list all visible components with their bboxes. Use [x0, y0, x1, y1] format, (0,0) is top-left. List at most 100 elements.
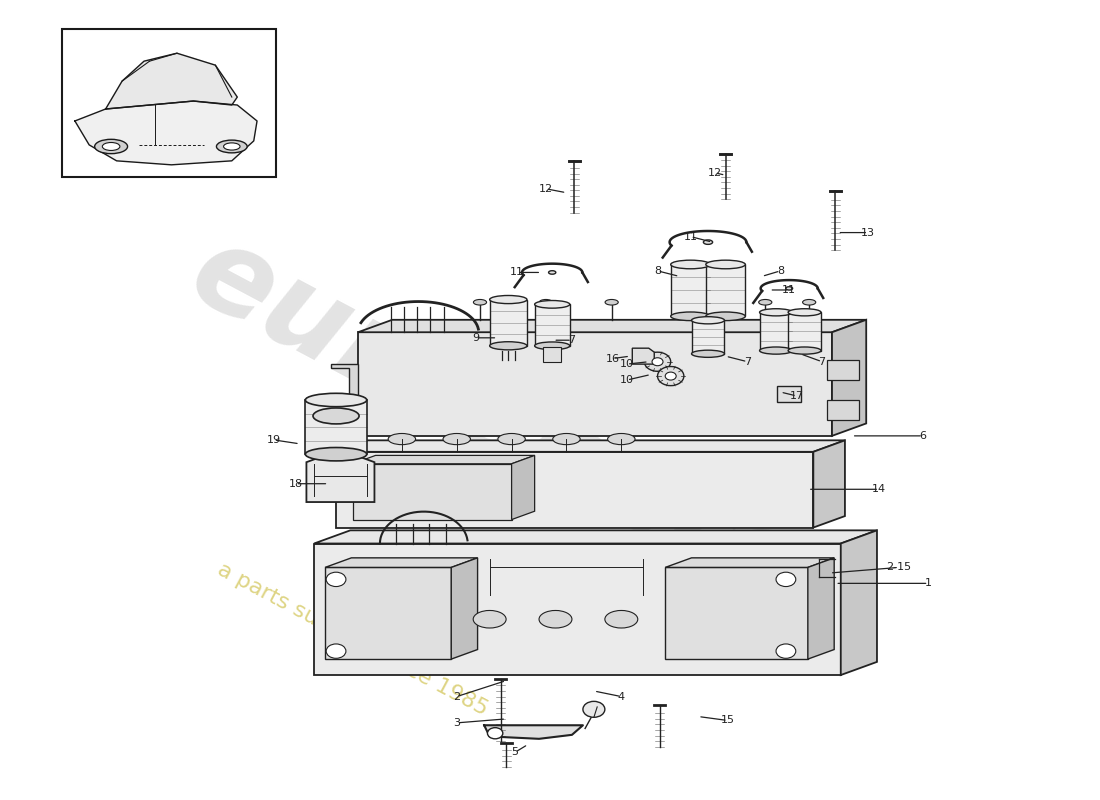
Ellipse shape [314, 408, 359, 424]
Polygon shape [326, 558, 477, 567]
Text: 9: 9 [472, 333, 478, 343]
Bar [826, 400, 859, 420]
Polygon shape [106, 54, 238, 109]
Ellipse shape [306, 394, 366, 406]
Ellipse shape [788, 347, 821, 354]
Ellipse shape [95, 139, 128, 154]
Ellipse shape [535, 342, 570, 350]
Polygon shape [75, 101, 257, 165]
Text: 14: 14 [872, 484, 887, 494]
Ellipse shape [788, 309, 821, 316]
Polygon shape [315, 543, 840, 675]
Ellipse shape [539, 299, 552, 305]
Ellipse shape [473, 610, 506, 628]
Text: 3: 3 [453, 718, 460, 728]
Circle shape [583, 702, 605, 718]
Ellipse shape [760, 309, 792, 316]
Polygon shape [666, 558, 834, 567]
Text: 6: 6 [920, 431, 926, 441]
Ellipse shape [535, 301, 570, 308]
Ellipse shape [552, 434, 580, 445]
Bar [535, 304, 570, 346]
Ellipse shape [760, 347, 792, 354]
Ellipse shape [692, 350, 725, 358]
Text: 2-15: 2-15 [887, 562, 912, 573]
Circle shape [776, 644, 795, 658]
Circle shape [645, 352, 671, 371]
Ellipse shape [785, 286, 793, 290]
Text: 17: 17 [790, 391, 804, 401]
Polygon shape [358, 332, 832, 436]
Text: 11: 11 [510, 267, 524, 278]
Text: 7: 7 [744, 357, 751, 366]
Text: 13: 13 [861, 227, 876, 238]
Circle shape [776, 572, 795, 586]
Text: 4: 4 [618, 691, 625, 702]
Circle shape [327, 644, 345, 658]
Ellipse shape [549, 270, 556, 274]
Text: 10: 10 [619, 359, 634, 369]
Polygon shape [840, 530, 877, 675]
Ellipse shape [473, 299, 486, 305]
Polygon shape [358, 320, 866, 332]
Ellipse shape [706, 312, 746, 321]
Bar [62, 30, 276, 177]
Text: 12: 12 [539, 184, 552, 194]
Polygon shape [336, 440, 845, 452]
Text: 2: 2 [453, 691, 460, 702]
Ellipse shape [605, 610, 638, 628]
Ellipse shape [693, 299, 706, 305]
Bar [777, 386, 801, 402]
Polygon shape [326, 567, 451, 659]
Text: a parts supplier since 1985: a parts supplier since 1985 [213, 559, 491, 719]
Bar [826, 360, 859, 380]
Ellipse shape [803, 299, 816, 305]
Text: 18: 18 [288, 478, 302, 489]
Bar [706, 265, 746, 316]
Bar [671, 265, 711, 316]
Polygon shape [352, 464, 512, 519]
Ellipse shape [306, 447, 366, 461]
Polygon shape [307, 454, 374, 502]
Ellipse shape [388, 434, 416, 445]
Ellipse shape [706, 260, 746, 269]
Circle shape [487, 728, 503, 739]
Ellipse shape [223, 143, 240, 150]
Bar [760, 312, 792, 350]
Text: 11: 11 [683, 231, 697, 242]
Ellipse shape [490, 295, 527, 304]
Text: 1: 1 [925, 578, 932, 588]
Text: 7: 7 [569, 335, 575, 346]
Text: eurospares: eurospares [172, 214, 884, 666]
Text: 5: 5 [512, 747, 518, 758]
Ellipse shape [498, 434, 526, 445]
Polygon shape [807, 558, 834, 659]
Text: 12: 12 [707, 168, 722, 178]
Polygon shape [451, 558, 477, 659]
Text: 8: 8 [654, 266, 661, 276]
Text: 11: 11 [782, 285, 796, 295]
Ellipse shape [671, 312, 711, 321]
Text: 16: 16 [605, 354, 619, 363]
Polygon shape [666, 567, 807, 659]
Bar [490, 299, 527, 346]
Text: 19: 19 [266, 435, 280, 445]
Bar [543, 347, 561, 362]
Ellipse shape [607, 434, 635, 445]
Bar [692, 320, 725, 354]
Ellipse shape [490, 342, 527, 350]
Ellipse shape [759, 299, 772, 305]
Bar [788, 312, 821, 350]
Polygon shape [813, 440, 845, 527]
Text: 15: 15 [720, 715, 735, 726]
Bar [306, 400, 366, 454]
Ellipse shape [703, 240, 713, 244]
Ellipse shape [671, 260, 711, 269]
Polygon shape [832, 320, 866, 436]
Circle shape [652, 358, 663, 366]
Text: 8: 8 [777, 266, 784, 276]
Ellipse shape [102, 142, 120, 150]
Ellipse shape [217, 140, 248, 153]
Circle shape [666, 372, 676, 380]
Ellipse shape [539, 610, 572, 628]
